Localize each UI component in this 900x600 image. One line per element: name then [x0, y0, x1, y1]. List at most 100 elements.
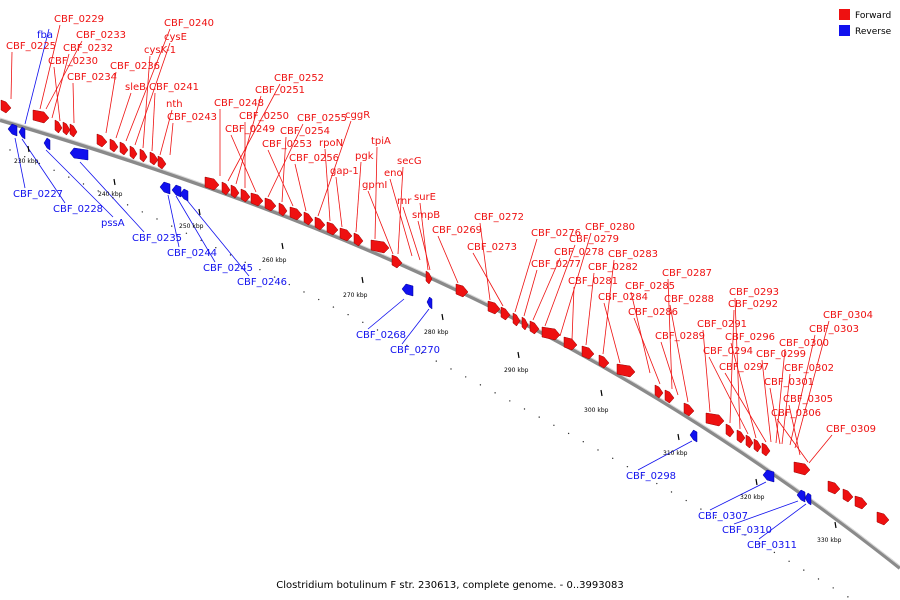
forward-gene — [563, 336, 578, 351]
forward-leader-line — [159, 109, 173, 156]
forward-gene-label: CBF_0225 — [6, 41, 56, 52]
forward-leader-line — [397, 166, 404, 255]
scale-minor-dot — [318, 298, 320, 301]
scale-minor-dot — [509, 400, 511, 402]
forward-leader-line — [151, 92, 156, 152]
forward-leader-line — [367, 190, 394, 255]
scale-minor-dot — [362, 321, 364, 324]
reverse-gene-label: pssA — [101, 218, 125, 229]
forward-leader-line — [660, 341, 679, 396]
legend: Forward Reverse — [839, 9, 892, 37]
forward-gene-label: CBF_0273 — [467, 242, 517, 253]
forward-gene-label: CBF_0236 — [110, 61, 160, 72]
scale-minor-dot — [126, 204, 129, 206]
forward-gene-label: gpmI — [362, 180, 387, 191]
forward-gene-label: CBF_0289 — [655, 331, 705, 342]
forward-gene-label: CBF_0281 — [568, 276, 618, 287]
forward-leader-line — [324, 148, 331, 222]
scale-tick-label: 310 kbp — [663, 450, 688, 457]
reverse-leader-line — [167, 194, 180, 248]
forward-gene-label: CBF_0251 — [255, 85, 305, 96]
scale-minor-dot — [450, 368, 452, 370]
reverse-gene-label: CBF_0307 — [698, 511, 748, 522]
scale-minor-dot — [332, 306, 335, 308]
forward-leader-line — [523, 269, 538, 317]
forward-gene — [157, 155, 167, 170]
reverse-leader-line — [79, 161, 145, 233]
forward-leader-line — [437, 235, 459, 284]
scale-minor-dot — [832, 587, 834, 589]
reverse-gene — [689, 429, 698, 443]
forward-gene-label: CBF_0254 — [280, 126, 330, 137]
forward-leader-line — [708, 356, 749, 435]
forward-gene-label: CBF_0283 — [608, 249, 658, 260]
forward-gene-label: CBF_0287 — [662, 268, 712, 279]
forward-leader-line — [281, 136, 287, 203]
reverse-gene — [762, 469, 775, 483]
genome-backbone — [0, 118, 900, 570]
forward-gene-label: CBF_0253 — [262, 139, 312, 150]
forward-leader-line — [794, 320, 830, 449]
scale-tick-mark — [113, 178, 116, 186]
scale-tick-mark — [834, 521, 837, 529]
forward-gene-label: CBF_0243 — [167, 112, 217, 123]
forward-leader-line — [781, 373, 791, 445]
forward-leader-line — [730, 342, 757, 439]
forward-gene — [455, 283, 469, 298]
scale-tick-label: 290 kbp — [504, 367, 529, 374]
legend-label-reverse: Reverse — [855, 27, 892, 37]
forward-gene-label: CBF_0277 — [531, 259, 581, 270]
scale-tick-label: 320 kbp — [740, 494, 765, 501]
scale-minor-dot — [714, 516, 717, 519]
forward-gene — [109, 138, 119, 153]
forward-gene — [500, 306, 511, 321]
forward-leader-line — [267, 149, 294, 207]
forward-leader-line — [419, 202, 429, 271]
gene-features — [0, 99, 890, 526]
forward-gene-label: pgk — [355, 151, 374, 162]
forward-gene-label: cysK-1 — [144, 45, 176, 56]
forward-gene-label: CBF_0276 — [531, 228, 581, 239]
forward-gene — [314, 216, 326, 231]
forward-gene-label: CBF_0305 — [783, 394, 833, 405]
forward-gene — [425, 270, 433, 285]
scale-minor-dot — [465, 376, 467, 378]
scale-tick-label: 270 kbp — [343, 292, 368, 299]
forward-leader-line — [402, 206, 421, 261]
forward-gene — [705, 412, 725, 427]
reverse-gene-label: CBF_0228 — [53, 204, 103, 215]
forward-gene-label: CBF_0304 — [823, 310, 873, 321]
scale-tick-label: 300 kbp — [584, 407, 609, 414]
reverse-gene — [159, 181, 171, 195]
scale-tick-label: 230 kbp — [14, 158, 39, 165]
forward-gene-label: CBF_0249 — [225, 124, 275, 135]
forward-gene — [761, 442, 771, 457]
scale-minor-dot — [523, 408, 526, 410]
forward-leader-line — [602, 259, 615, 355]
forward-gene-label: CBF_0252 — [274, 73, 324, 84]
reverse-leader-line — [367, 298, 405, 330]
forward-gene — [683, 402, 695, 417]
forward-gene-label: CBF_0284 — [598, 292, 648, 303]
scale-minor-dot — [729, 525, 731, 528]
scale-minor-dot — [700, 508, 702, 510]
reverse-leader-line — [175, 195, 216, 263]
forward-gene-label: CBF_0229 — [54, 14, 104, 25]
reverse-gene — [804, 492, 812, 506]
scale-minor-dot — [817, 578, 820, 580]
forward-gene-label: CBF_0306 — [771, 408, 821, 419]
legend-label-forward: Forward — [855, 11, 891, 21]
reverse-leader-line — [14, 137, 26, 189]
forward-gene — [32, 109, 50, 124]
forward-gene-label: gap-1 — [330, 166, 359, 177]
forward-gene — [529, 320, 540, 335]
forward-gene — [250, 192, 264, 207]
forward-gene — [264, 197, 277, 212]
forward-gene — [487, 300, 501, 315]
forward-leader-line — [729, 309, 735, 424]
scale-tick-mark — [677, 433, 680, 441]
forward-gene-label: nth — [166, 99, 183, 110]
scale-minor-dot — [773, 551, 776, 554]
scale-minor-dot — [567, 432, 570, 435]
forward-gene-label: CBF_0303 — [809, 324, 859, 335]
